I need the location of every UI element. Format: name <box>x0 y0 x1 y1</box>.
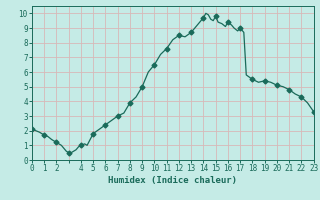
X-axis label: Humidex (Indice chaleur): Humidex (Indice chaleur) <box>108 176 237 185</box>
